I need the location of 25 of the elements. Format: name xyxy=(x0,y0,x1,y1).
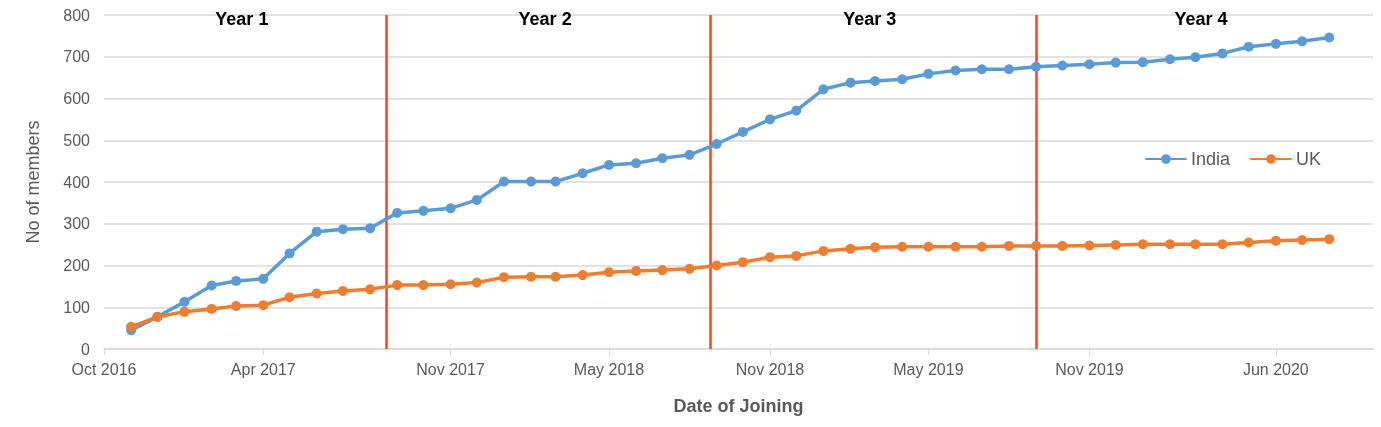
y-tick-label: 100 xyxy=(63,298,91,316)
annotation: Year 4 xyxy=(1174,9,1228,29)
x-tick-label: May 2018 xyxy=(573,360,645,378)
x-tick-label: Nov 2017 xyxy=(416,360,485,378)
y-tick-label: 700 xyxy=(63,48,91,66)
annotation: Year 3 xyxy=(843,9,897,29)
x-tick-label: Nov 2019 xyxy=(1055,360,1124,378)
y-tick-label: 400 xyxy=(63,173,91,191)
y-tick-label: 600 xyxy=(63,90,91,107)
x-tick-label: Jun 2020 xyxy=(1242,360,1309,378)
y-tick-label: 0 xyxy=(81,340,91,358)
x-tick-label: Nov 2018 xyxy=(735,360,805,378)
annotation: Year 2 xyxy=(518,9,572,29)
annotation: Year 1 xyxy=(215,9,269,29)
legend-label: India xyxy=(1190,149,1231,169)
x-tick-label: Oct 2016 xyxy=(71,360,137,378)
y-axis-title: No of members xyxy=(23,120,43,244)
y-tick-label: 500 xyxy=(63,131,91,149)
x-axis-title: Date of Joining xyxy=(673,396,804,416)
x-tick-label: May 2019 xyxy=(893,360,964,378)
y-tick-label: 300 xyxy=(63,215,91,233)
y-tick-label: 200 xyxy=(63,257,91,274)
y-tick-label: 800 xyxy=(63,6,91,24)
x-tick-label: Apr 2017 xyxy=(230,360,296,378)
legend-label: UK xyxy=(1296,149,1322,169)
